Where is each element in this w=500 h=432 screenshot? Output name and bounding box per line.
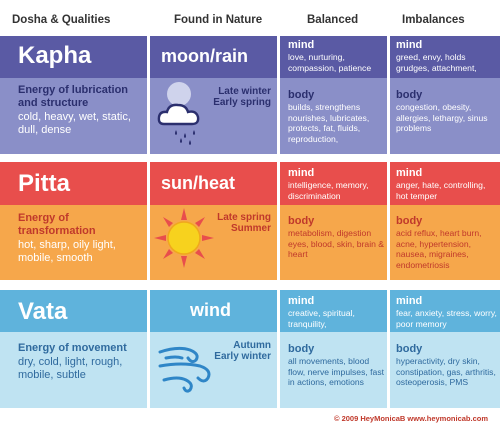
kapha-row: Kapha Energy of lubrication and structur… <box>0 36 500 154</box>
kapha-imbalances-body: congestion, obesity, allergies, lethargy… <box>396 102 488 133</box>
pitta-season: Late spring Summer <box>217 212 271 234</box>
vata-imbalances-mind-title: mind <box>396 295 423 307</box>
kapha-balanced-cell: mind love, nurturing, compassion, patien… <box>280 36 387 154</box>
vata-imbalances-mind: fear, anxiety, stress, worry, poor memor… <box>396 308 497 329</box>
sun-icon <box>154 208 214 268</box>
vata-imbalances-body-title: body <box>396 343 423 355</box>
copyright-footer: © 2009 HeyMonicaB www.heymonicab.com <box>333 414 488 423</box>
moon-rain-icon <box>157 82 200 145</box>
header-dosha: Dosha & Qualities <box>12 14 111 26</box>
pitta-dosha-cell: Pitta Energy of transformation hot, shar… <box>0 162 147 280</box>
pitta-imbalances-mind: anger, hate, controlling, hot temper <box>396 180 486 201</box>
vata-qualities: dry, cold, light, rough, mobile, subtle <box>18 356 123 381</box>
pitta-nature: sun/heat <box>161 173 236 193</box>
vata-nature: wind <box>190 300 231 320</box>
vata-season: Autumn Early winter <box>214 340 271 362</box>
header-imbalances: Imbalances <box>402 14 465 26</box>
kapha-balanced-body-title: body <box>288 89 315 101</box>
vata-nature-cell: wind Autumn Early winter <box>150 290 277 408</box>
pitta-imbalances-body-title: body <box>396 215 423 227</box>
pitta-imbalances-body: acid reflux, heart burn, acne, hypertens… <box>396 228 482 270</box>
vata-balanced-mind: creative, spiritual, tranquility, <box>288 308 355 329</box>
kapha-name: Kapha <box>18 42 92 69</box>
pitta-balanced-mind-title: mind <box>288 167 315 179</box>
pitta-balanced-body: metabolism, digestion eyes, blood, skin,… <box>288 228 385 259</box>
kapha-imbalances-cell: mind greed, envy, holds grudges, attachm… <box>390 36 500 154</box>
header-balanced: Balanced <box>307 14 359 26</box>
vata-imbalances-cell: mind fear, anxiety, stress, worry, poor … <box>390 290 500 408</box>
vata-dosha-cell: Vata Energy of movement dry, cold, light… <box>0 290 147 408</box>
wind-icon <box>158 346 211 393</box>
kapha-quality-title: Energy of lubrication and structure <box>18 84 129 109</box>
vata-balanced-body: all movements, blood flow, nerve impulse… <box>288 356 385 387</box>
header-nature: Found in Nature <box>174 14 263 26</box>
vata-imbalances-body: hyperactivity, dry skin, constipation, g… <box>396 356 496 387</box>
kapha-nature-cell: moon/rain Late winter Early spring <box>150 36 277 154</box>
vata-quality-title: Energy of movement <box>18 342 127 354</box>
vata-balanced-body-title: body <box>288 343 315 355</box>
kapha-dosha-cell: Kapha Energy of lubrication and structur… <box>0 36 147 154</box>
pitta-balanced-mind: intelligence, memory, discrimination <box>288 180 369 201</box>
kapha-balanced-body: builds, strengthens nourishes, lubricate… <box>288 102 370 144</box>
kapha-qualities: cold, heavy, wet, static, dull, dense <box>18 111 131 136</box>
kapha-season: Late winter Early spring <box>213 86 271 108</box>
kapha-imbalances-body-title: body <box>396 89 423 101</box>
vata-balanced-mind-title: mind <box>288 295 315 307</box>
pitta-balanced-cell: mind intelligence, memory, discriminatio… <box>280 162 387 280</box>
pitta-imbalances-cell: mind anger, hate, controlling, hot tempe… <box>390 162 500 280</box>
pitta-balanced-body-title: body <box>288 215 315 227</box>
pitta-quality-title: Energy of transformation <box>18 212 96 237</box>
kapha-balanced-mind-title: mind <box>288 39 315 51</box>
pitta-nature-cell: sun/heat Late spring Summer <box>150 162 277 280</box>
pitta-name: Pitta <box>18 170 71 197</box>
pitta-imbalances-mind-title: mind <box>396 167 423 179</box>
kapha-imbalances-mind-title: mind <box>396 39 423 51</box>
vata-name: Vata <box>18 298 68 325</box>
kapha-nature: moon/rain <box>161 46 249 66</box>
pitta-row: Pitta Energy of transformation hot, shar… <box>0 162 500 280</box>
vata-balanced-cell: mind creative, spiritual, tranquility, b… <box>280 290 387 408</box>
kapha-balanced-mind: love, nurturing, compassion, patience <box>288 52 372 73</box>
vata-row: Vata Energy of movement dry, cold, light… <box>0 290 500 408</box>
kapha-imbalances-mind: greed, envy, holds grudges, attachment, <box>396 52 477 73</box>
pitta-qualities: hot, sharp, oily light, mobile, smooth <box>18 239 116 264</box>
